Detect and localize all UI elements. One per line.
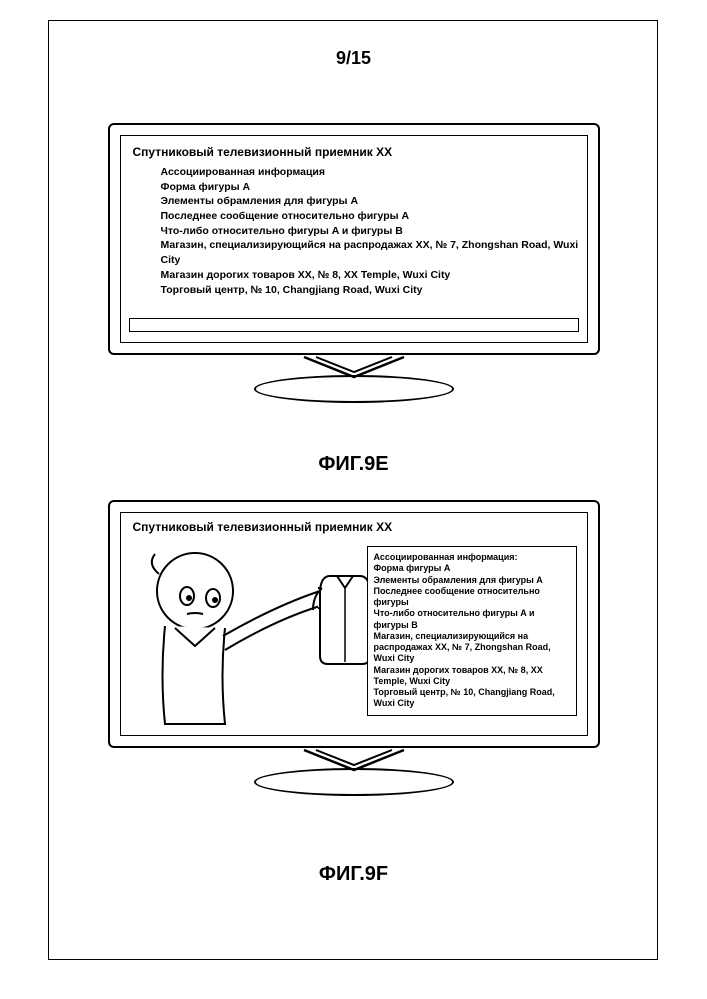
info-line: Последнее сообщение относительно фигуры … <box>161 209 587 224</box>
info-line: Что-либо относительно фигуры A и фигуры … <box>161 224 587 239</box>
tv-neck <box>108 355 600 381</box>
page-number: 9/15 <box>0 48 707 69</box>
screen-title: Спутниковый телевизионный приемник XX <box>121 513 587 538</box>
screen-bottom-bar <box>129 318 579 332</box>
info-line: Что-либо относительно фигуры A и фигуры … <box>374 608 570 631</box>
tv-screen: Спутниковый телевизионный приемник XX Ас… <box>120 135 588 343</box>
tv-figure-9e: Спутниковый телевизионный приемник XX Ас… <box>108 123 600 403</box>
info-line: Форма фигуры A <box>161 180 587 195</box>
info-line: Ассоциированная информация <box>161 165 587 180</box>
screen-title: Спутниковый телевизионный приемник XX <box>121 136 587 165</box>
figure-label-9e: ФИГ.9E <box>0 453 707 476</box>
info-line: Форма фигуры A <box>374 563 570 574</box>
info-line: Торговый центр, № 10, Changjiang Road, W… <box>374 687 570 710</box>
info-line: Магазин, специализирующийся на распродаж… <box>161 238 587 267</box>
info-line: Магазин дорогих товаров XX, № 8, XX Temp… <box>161 268 587 283</box>
info-line: Магазин дорогих товаров XX, № 8, XX Temp… <box>374 665 570 688</box>
info-overlay-box: Ассоциированная информация: Форма фигуры… <box>367 546 577 716</box>
info-line: Торговый центр, № 10, Changjiang Road, W… <box>161 283 587 298</box>
figure-label-9f: ФИГ.9F <box>0 863 707 886</box>
info-list: Ассоциированная информация Форма фигуры … <box>121 165 587 297</box>
tv-neck <box>108 748 600 774</box>
info-line: Элементы обрамления для фигуры A <box>161 194 587 209</box>
info-line: Ассоциированная информация: <box>374 552 570 563</box>
tv-screen: Спутниковый телевизионный приемник XX <box>120 512 588 736</box>
character-illustration <box>125 536 375 726</box>
screen-body: Ассоциированная информация: Форма фигуры… <box>121 538 587 728</box>
tv-figure-9f: Спутниковый телевизионный приемник XX <box>108 500 600 796</box>
info-line: Магазин, специализирующийся на распродаж… <box>374 631 570 665</box>
tv-bezel: Спутниковый телевизионный приемник XX <box>108 500 600 748</box>
tv-bezel: Спутниковый телевизионный приемник XX Ас… <box>108 123 600 355</box>
info-line: Последнее сообщение относительно фигуры <box>374 586 570 609</box>
info-line: Элементы обрамления для фигуры A <box>374 575 570 586</box>
